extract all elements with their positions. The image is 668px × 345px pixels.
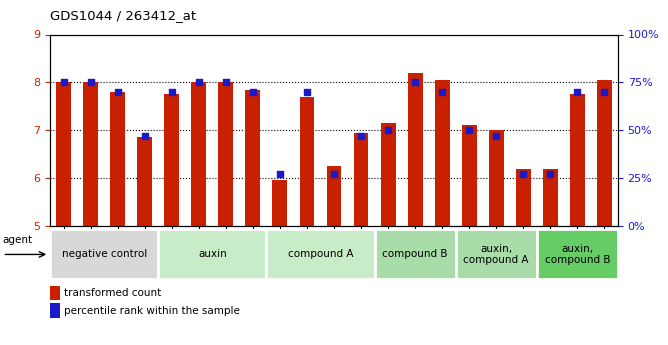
Text: GDS1044 / 263412_at: GDS1044 / 263412_at [50, 9, 196, 22]
Bar [327, 166, 341, 226]
Bar [353, 132, 369, 226]
Point [409, 80, 420, 85]
Text: auxin,
compound B: auxin, compound B [544, 244, 610, 265]
Bar [375, 229, 456, 279]
Point [491, 133, 502, 139]
Point [140, 133, 150, 139]
Bar [245, 90, 261, 226]
Bar [489, 130, 504, 226]
Bar [158, 229, 267, 279]
Point [599, 89, 610, 95]
Bar [381, 123, 395, 226]
Bar [516, 169, 530, 226]
Bar [597, 80, 612, 226]
Bar [50, 303, 60, 318]
Text: percentile rank within the sample: percentile rank within the sample [64, 306, 240, 316]
Bar [407, 73, 423, 226]
Bar [543, 169, 558, 226]
Point [464, 128, 474, 133]
Bar [456, 229, 537, 279]
Bar [537, 229, 618, 279]
Bar [273, 180, 287, 226]
Bar [138, 137, 152, 226]
Bar [84, 82, 98, 226]
Point [437, 89, 448, 95]
Bar [191, 82, 206, 226]
Bar [56, 82, 71, 226]
Point [166, 89, 177, 95]
Point [275, 171, 285, 177]
Bar [50, 286, 60, 300]
Point [355, 133, 366, 139]
Bar [164, 94, 179, 226]
Text: auxin: auxin [198, 249, 226, 259]
Text: compound B: compound B [382, 249, 448, 259]
Bar [462, 126, 477, 226]
Text: transformed count: transformed count [64, 288, 162, 298]
Bar [570, 94, 584, 226]
Point [329, 171, 339, 177]
Bar [267, 229, 375, 279]
Point [58, 80, 69, 85]
Point [302, 89, 313, 95]
Point [383, 128, 393, 133]
Point [248, 89, 259, 95]
Point [220, 80, 231, 85]
Bar [435, 80, 450, 226]
Bar [50, 229, 158, 279]
Point [545, 171, 556, 177]
Point [572, 89, 582, 95]
Bar [299, 97, 315, 226]
Text: auxin,
compound A: auxin, compound A [464, 244, 529, 265]
Point [194, 80, 204, 85]
Bar [110, 92, 125, 226]
Point [518, 171, 528, 177]
Text: negative control: negative control [61, 249, 147, 259]
Text: agent: agent [3, 235, 33, 245]
Bar [218, 82, 233, 226]
Point [86, 80, 96, 85]
Point [112, 89, 123, 95]
Text: compound A: compound A [288, 249, 353, 259]
